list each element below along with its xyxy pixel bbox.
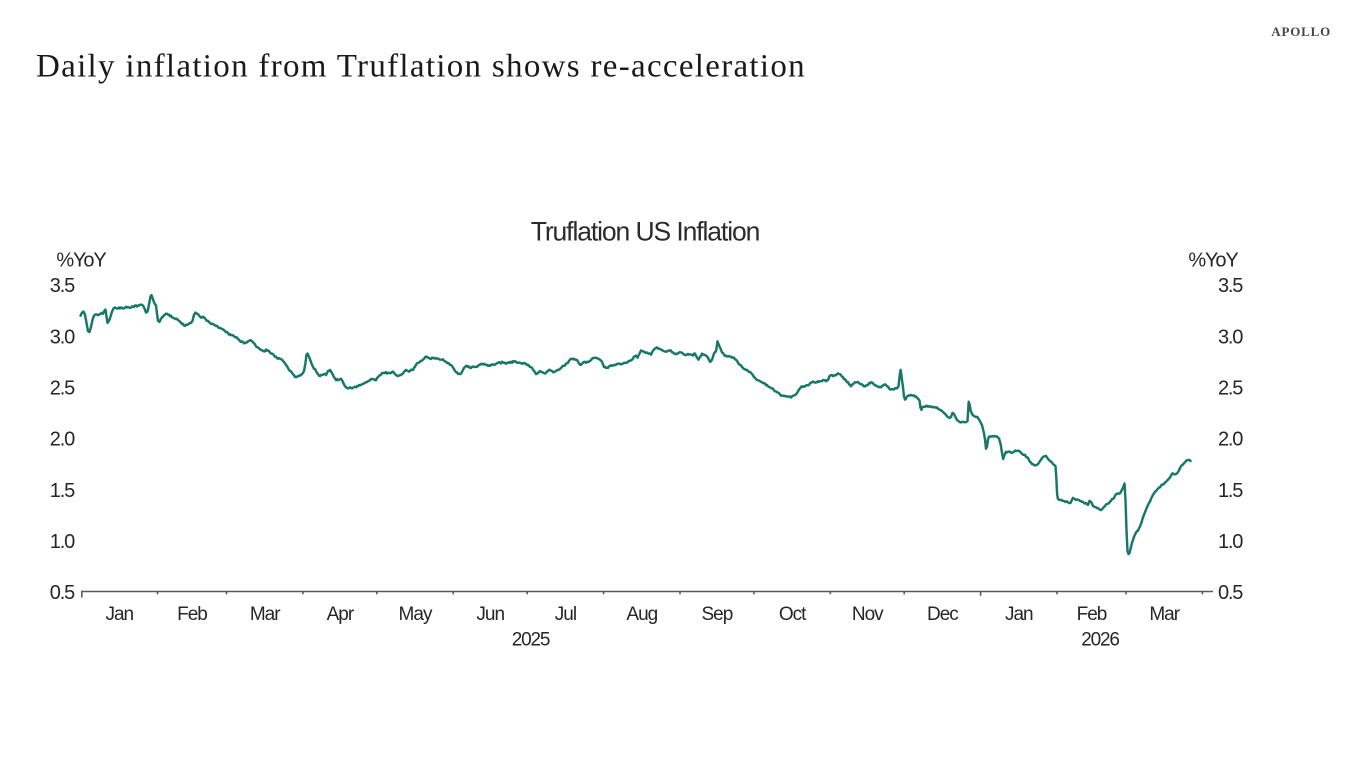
svg-text:2.0: 2.0 <box>1218 429 1243 451</box>
svg-text:Mar: Mar <box>250 604 281 625</box>
svg-text:Apr: Apr <box>327 604 355 625</box>
svg-text:0.5: 0.5 <box>1218 582 1243 604</box>
svg-text:Feb: Feb <box>1077 604 1107 625</box>
svg-text:Truflation US Inflation: Truflation US Inflation <box>531 217 760 247</box>
svg-text:3.5: 3.5 <box>50 275 75 297</box>
svg-text:Daily inflation from Truflatio: Daily inflation from Truflation shows re… <box>36 49 806 85</box>
svg-text:Dec: Dec <box>927 604 958 625</box>
svg-text:1.0: 1.0 <box>1218 531 1243 553</box>
svg-text:Jun: Jun <box>476 604 504 625</box>
svg-text:1.5: 1.5 <box>1218 480 1243 502</box>
svg-text:1.5: 1.5 <box>50 480 75 502</box>
svg-text:3.0: 3.0 <box>50 326 75 348</box>
svg-text:2.0: 2.0 <box>50 429 75 451</box>
svg-text:0.5: 0.5 <box>50 582 75 604</box>
svg-text:Nov: Nov <box>852 604 884 625</box>
svg-text:Oct: Oct <box>779 604 807 625</box>
svg-text:May: May <box>399 604 433 625</box>
svg-text:2.5: 2.5 <box>50 378 75 400</box>
svg-text:Sep: Sep <box>701 604 732 625</box>
svg-text:Jul: Jul <box>555 604 576 625</box>
svg-text:3.0: 3.0 <box>1218 326 1243 348</box>
svg-text:Mar: Mar <box>1149 604 1180 625</box>
svg-text:Jan: Jan <box>105 604 133 625</box>
svg-text:2026: 2026 <box>1081 629 1119 650</box>
svg-text:%YoY: %YoY <box>1188 250 1238 272</box>
svg-text:3.5: 3.5 <box>1218 275 1243 297</box>
svg-text:Jan: Jan <box>1005 604 1033 625</box>
svg-text:APOLLO: APOLLO <box>1271 24 1331 39</box>
svg-text:1.0: 1.0 <box>50 531 75 553</box>
svg-text:%YoY: %YoY <box>56 250 106 272</box>
svg-text:2025: 2025 <box>512 629 550 650</box>
svg-text:2.5: 2.5 <box>1218 378 1243 400</box>
svg-text:Aug: Aug <box>626 604 657 625</box>
svg-text:Feb: Feb <box>177 604 207 625</box>
